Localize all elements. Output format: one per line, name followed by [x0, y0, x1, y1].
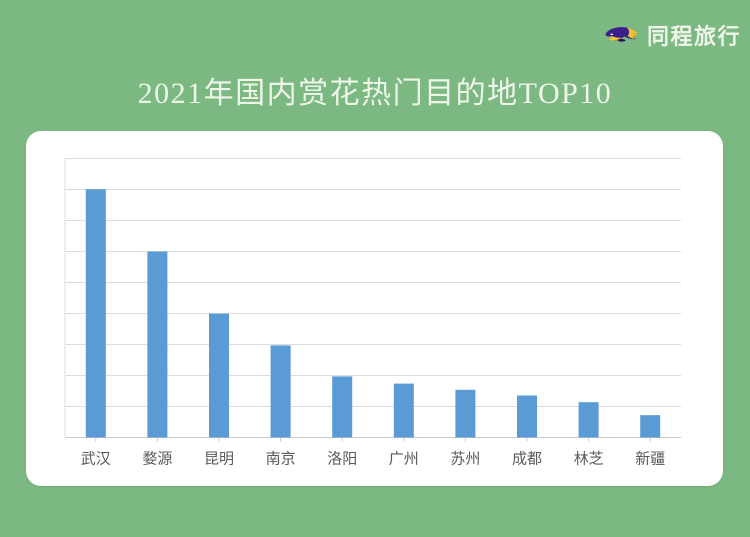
svg-text:武汉: 武汉: [81, 451, 111, 468]
svg-text:新疆: 新疆: [635, 451, 665, 468]
svg-text:昆明: 昆明: [204, 451, 234, 468]
svg-text:南京: 南京: [266, 451, 296, 468]
svg-text:婺源: 婺源: [142, 451, 172, 468]
svg-text:广州: 广州: [389, 451, 419, 468]
svg-text:林芝: 林芝: [574, 451, 604, 468]
svg-text:洛阳: 洛阳: [327, 451, 357, 468]
svg-text:苏州: 苏州: [450, 451, 480, 468]
svg-text:成都: 成都: [512, 451, 542, 468]
